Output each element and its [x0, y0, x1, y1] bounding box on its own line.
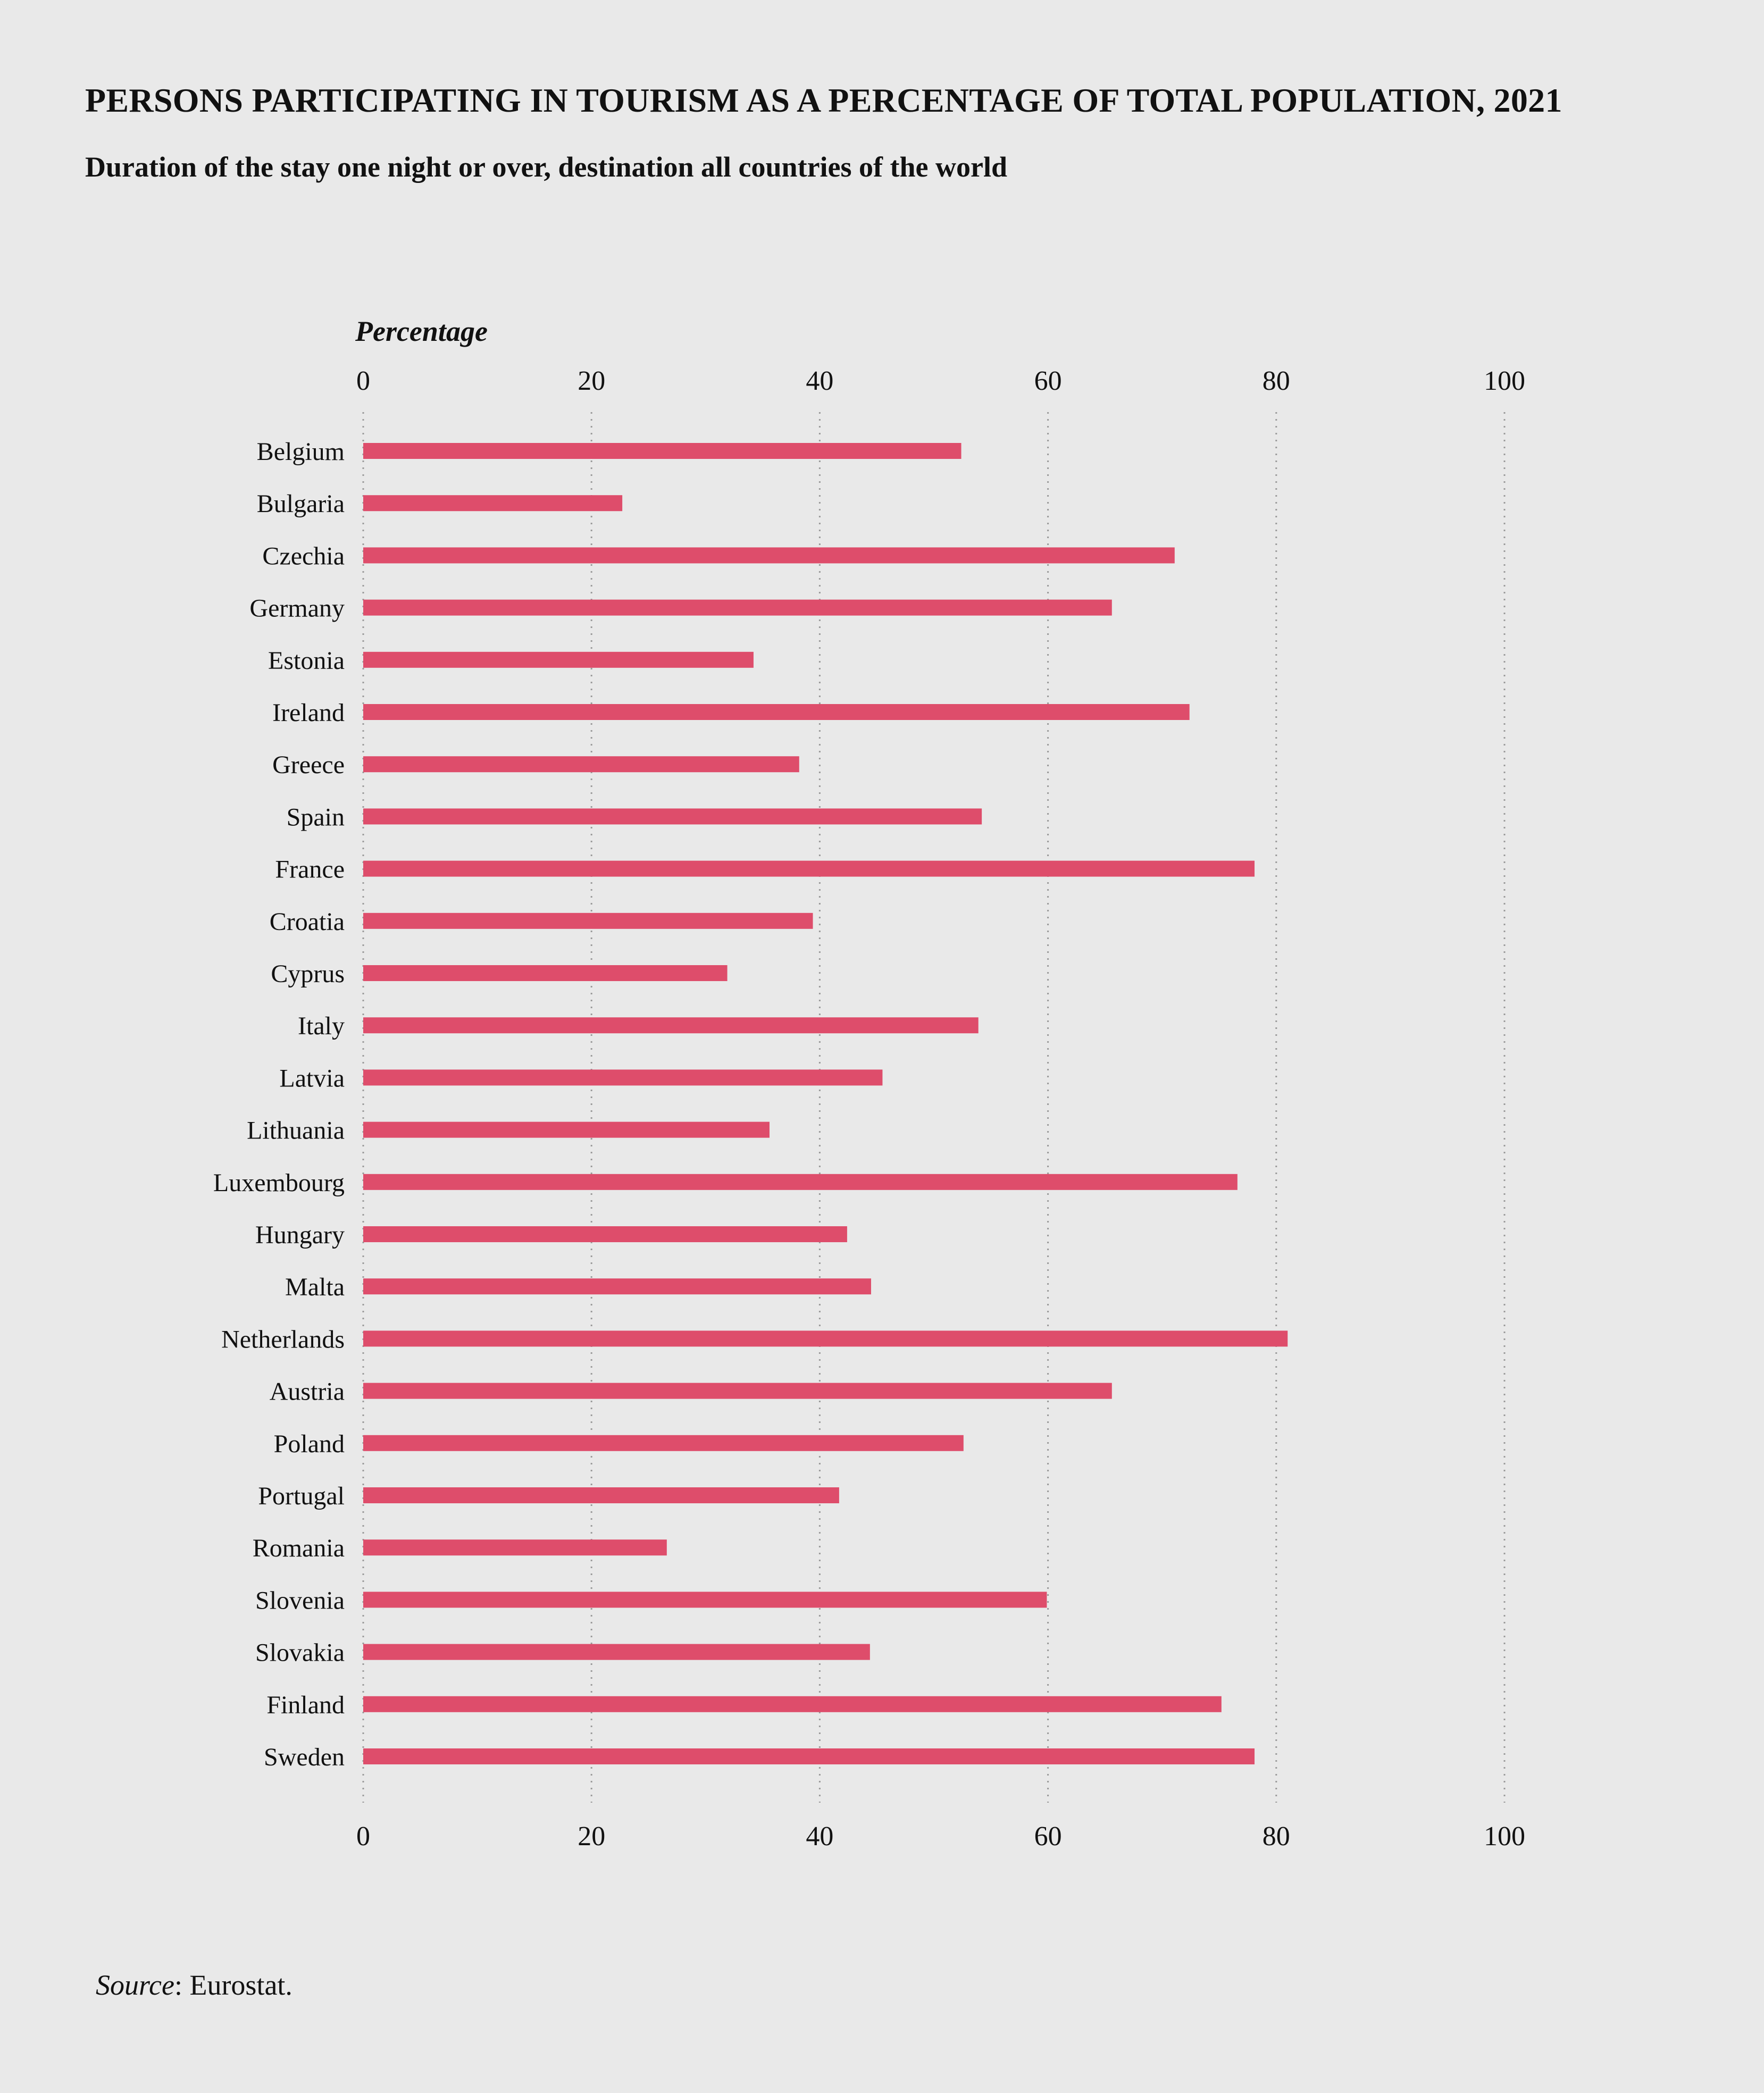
bar-belgium — [363, 443, 962, 459]
category-label: Bulgaria — [257, 490, 345, 518]
x-tick-label-bottom-80: 80 — [1263, 1821, 1290, 1852]
x-tick-label-top-20: 20 — [578, 366, 605, 396]
category-label: Italy — [298, 1012, 345, 1040]
bar-netherlands — [363, 1330, 1288, 1347]
category-label: Romania — [253, 1534, 345, 1562]
category-label: Sweden — [264, 1743, 345, 1771]
category-label: Slovenia — [255, 1586, 345, 1614]
bar-portugal — [363, 1487, 839, 1503]
category-labels: Belgium Bulgaria Czechia Germany Estonia Irel… — [213, 438, 345, 1771]
category-label: Netherlands — [221, 1325, 345, 1353]
bar-cyprus — [363, 965, 728, 981]
bar-sweden — [363, 1748, 1255, 1764]
source-note: Source: Eurostat. — [96, 1969, 292, 2002]
chart-title: PERSONS PARTICIPATING IN TOURISM AS A PE… — [85, 81, 1562, 119]
bar-ireland — [363, 704, 1190, 720]
category-label: Latvia — [279, 1064, 345, 1092]
bar-austria — [363, 1383, 1112, 1399]
bar-hungary — [363, 1226, 847, 1242]
category-label: Slovakia — [255, 1639, 345, 1667]
category-label: France — [275, 856, 345, 884]
bar-luxembourg — [363, 1174, 1238, 1190]
category-label: Estonia — [268, 647, 345, 675]
category-label: Czechia — [262, 542, 345, 570]
x-tick-label-bottom-40: 40 — [806, 1821, 833, 1852]
category-label: Hungary — [255, 1221, 345, 1249]
category-label: Portugal — [258, 1482, 345, 1510]
category-label: Luxembourg — [213, 1169, 345, 1197]
x-tick-label-top-40: 40 — [806, 366, 833, 396]
bar-spain — [363, 808, 982, 825]
x-tick-label-top-100: 100 — [1484, 366, 1525, 396]
x-axis-title: Percentage — [355, 315, 488, 347]
category-label: Malta — [285, 1273, 345, 1301]
chart-subtitle: Duration of the stay one night or over, … — [85, 151, 1007, 183]
bar-malta — [363, 1278, 871, 1295]
x-tick-label-bottom-0: 0 — [356, 1821, 370, 1852]
bar-greece — [363, 756, 799, 773]
bar-latvia — [363, 1069, 883, 1086]
bar-france — [363, 860, 1255, 877]
bar-czechia — [363, 547, 1175, 564]
source-label: Source — [96, 1969, 174, 2001]
category-label: Ireland — [272, 699, 345, 727]
bar-germany — [363, 599, 1112, 616]
bar-italy — [363, 1017, 979, 1034]
category-label: Greece — [272, 751, 345, 779]
source-text: : Eurostat. — [174, 1969, 292, 2001]
x-tick-label-top-60: 60 — [1034, 366, 1062, 396]
bar-poland — [363, 1435, 964, 1451]
x-tick-label-bottom-20: 20 — [578, 1821, 605, 1852]
x-tick-label-bottom-100: 100 — [1484, 1821, 1525, 1852]
bottom-tick-labels: 0 20 40 60 80 100 — [356, 1821, 1525, 1852]
category-label: Finland — [266, 1691, 345, 1719]
bar-slovenia — [363, 1592, 1047, 1608]
category-label: Austria — [270, 1378, 345, 1406]
category-label: Belgium — [257, 438, 345, 466]
category-label: Cyprus — [271, 960, 345, 988]
bar-finland — [363, 1696, 1222, 1712]
category-label: Croatia — [270, 908, 345, 936]
category-label: Lithuania — [247, 1117, 345, 1145]
bar-bulgaria — [363, 495, 623, 512]
bar-lithuania — [363, 1121, 770, 1138]
top-tick-labels: 0 20 40 60 80 100 — [356, 366, 1525, 396]
category-label: Poland — [274, 1430, 345, 1458]
category-label: Germany — [249, 595, 345, 623]
x-tick-label-bottom-60: 60 — [1034, 1821, 1062, 1852]
bar-croatia — [363, 912, 813, 929]
bars — [363, 443, 1288, 1764]
x-tick-label-top-80: 80 — [1263, 366, 1290, 396]
bar-slovakia — [363, 1644, 870, 1660]
bar-estonia — [363, 651, 754, 668]
bar-romania — [363, 1539, 667, 1556]
category-label: Spain — [287, 803, 345, 831]
x-tick-label-top-0: 0 — [356, 366, 370, 396]
